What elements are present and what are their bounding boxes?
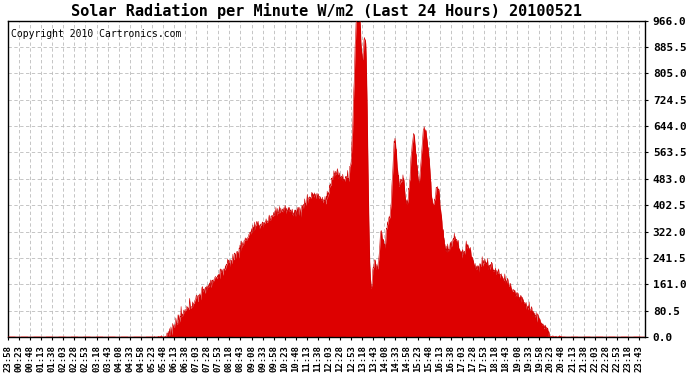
Title: Solar Radiation per Minute W/m2 (Last 24 Hours) 20100521: Solar Radiation per Minute W/m2 (Last 24… bbox=[71, 3, 582, 20]
Text: Copyright 2010 Cartronics.com: Copyright 2010 Cartronics.com bbox=[11, 28, 181, 39]
